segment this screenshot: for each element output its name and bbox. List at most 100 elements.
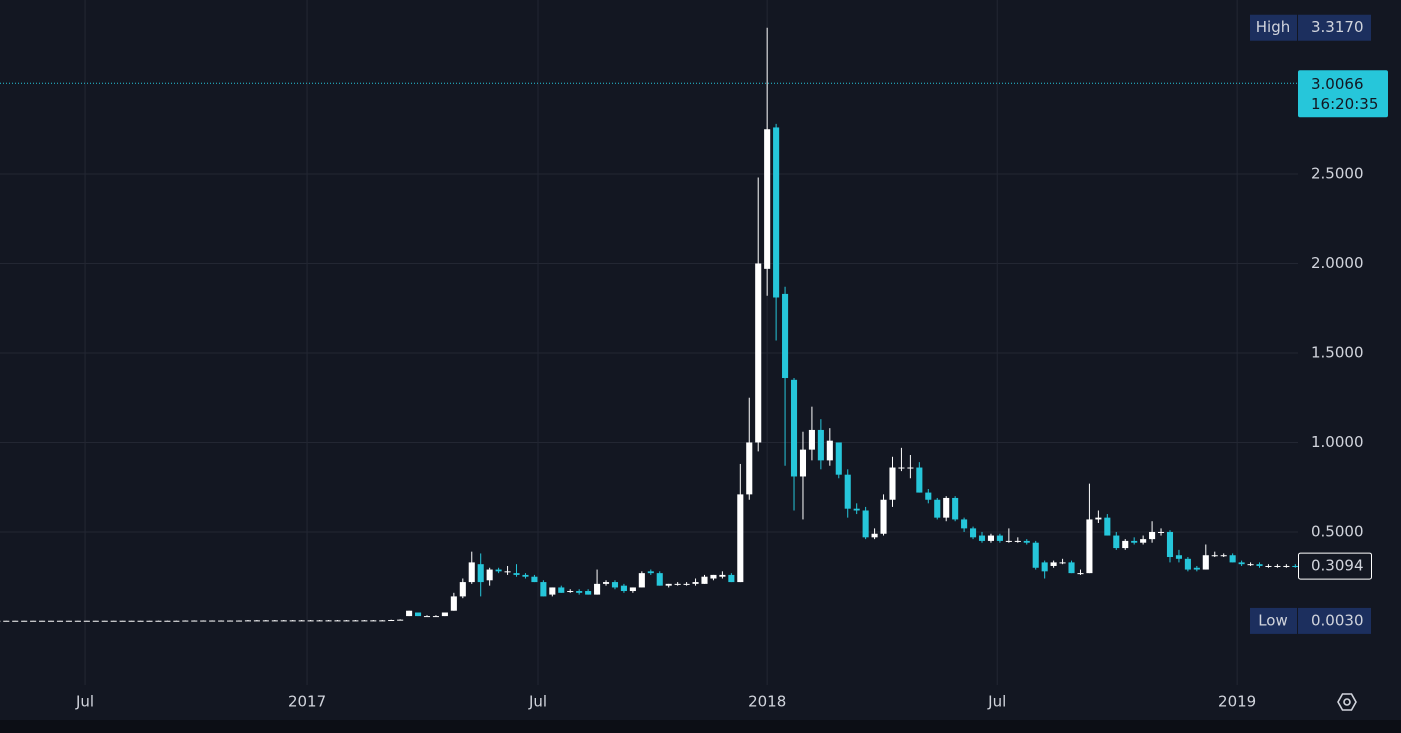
candle-body: [397, 619, 404, 621]
low-name-box: [1250, 607, 1297, 634]
candle-body: [746, 442, 753, 495]
candle-body: [862, 510, 869, 538]
candle-body: [298, 620, 305, 622]
candle-body: [1256, 564, 1263, 566]
candle-body: [620, 585, 627, 592]
candle-body: [943, 497, 950, 518]
candle-body: [817, 429, 824, 461]
candle-body: [755, 263, 762, 443]
candle-body: [540, 582, 547, 597]
candle-body: [65, 620, 72, 622]
x-tick-label: 2018: [748, 693, 786, 711]
candle-body: [486, 569, 493, 581]
candle-body: [1077, 573, 1084, 575]
candle-body: [227, 620, 234, 622]
candle-body: [764, 129, 771, 269]
candle-body: [889, 467, 896, 500]
high-value-box: [1298, 14, 1371, 41]
candle-body: [594, 583, 601, 595]
candle-body: [316, 620, 323, 622]
labels: 0.5000 1.0000 1.5000 2.0000 2.5000 Jul 2017 Jul…: [0, 14, 1388, 711]
candle-body: [450, 596, 457, 611]
candle-body: [504, 571, 511, 573]
candle-body: [1122, 540, 1129, 549]
candle-body: [737, 494, 744, 583]
candle-body: [701, 576, 708, 584]
candle-body: [12, 620, 19, 622]
candle-body: [209, 620, 216, 622]
candle-body: [996, 535, 1003, 541]
candle-body: [1238, 562, 1245, 565]
close-box: [1298, 552, 1372, 580]
candle-body: [1041, 562, 1048, 572]
candle-body: [83, 620, 90, 622]
y-tick-label: 2.5000: [1311, 164, 1364, 182]
candle-body: [987, 535, 994, 541]
candle-body: [907, 467, 914, 469]
x-tick-label: Jul: [528, 693, 547, 711]
candle-body: [549, 587, 556, 595]
candle-body: [406, 610, 413, 617]
settings-hexagon[interactable]: [1337, 693, 1357, 711]
candle-body: [164, 620, 171, 622]
candle-body: [925, 492, 932, 500]
candle-body: [1175, 555, 1182, 559]
candle-body: [1211, 555, 1218, 557]
candle-body: [1202, 555, 1209, 570]
candle-body: [200, 620, 207, 622]
y-tick-label: 1.0000: [1311, 433, 1364, 451]
candle-body: [1005, 540, 1012, 542]
candle-body: [1050, 562, 1057, 566]
candle-body: [191, 620, 198, 622]
candle-body: [1095, 517, 1102, 520]
candle-body: [325, 620, 332, 622]
candle-body: [137, 620, 144, 622]
candle-body: [1220, 555, 1227, 557]
settings-icon[interactable]: [1337, 693, 1357, 711]
candle-body: [280, 620, 287, 622]
candle-body: [39, 620, 46, 622]
candle-body: [773, 127, 780, 298]
candle-body: [379, 620, 386, 622]
candle-body: [1274, 565, 1281, 567]
candle-body: [1157, 531, 1165, 533]
candle-body: [21, 620, 28, 622]
candle-body: [253, 620, 260, 622]
candle-body: [1166, 531, 1174, 558]
candle-body: [728, 574, 735, 583]
low-value: 0.0030: [1311, 611, 1364, 629]
candle-body: [459, 582, 466, 597]
candle-body: [522, 574, 529, 577]
candle-body: [307, 620, 314, 622]
candle-body: [1292, 565, 1298, 567]
candle-body: [916, 467, 923, 493]
candle-body: [844, 474, 851, 509]
candle-body: [415, 612, 422, 617]
candle-body: [173, 620, 180, 622]
candle-body: [92, 620, 99, 622]
candle-body: [271, 620, 278, 622]
candle-body: [799, 449, 807, 477]
candle-body: [30, 620, 37, 622]
candle-body: [47, 620, 55, 622]
candle-body: [970, 528, 977, 538]
candle-body: [558, 587, 565, 593]
y-tick-label: 1.5000: [1311, 343, 1364, 361]
candle-body: [898, 467, 905, 469]
candle-body: [808, 429, 815, 450]
candle-body: [56, 620, 64, 622]
candle-body: [1086, 519, 1093, 574]
candle-body: [611, 582, 619, 588]
settings-dot[interactable]: [1343, 698, 1351, 706]
candle-body: [513, 573, 520, 575]
candle-body: [602, 582, 610, 584]
candle-body: [1140, 539, 1147, 543]
candle-body: [1283, 565, 1290, 567]
candle-body: [441, 612, 448, 617]
candle-body: [692, 582, 699, 584]
candle-body: [961, 519, 968, 529]
candle-body: [782, 293, 789, 379]
candle-body: [244, 620, 252, 622]
y-tick-label: 2.0000: [1311, 254, 1364, 272]
